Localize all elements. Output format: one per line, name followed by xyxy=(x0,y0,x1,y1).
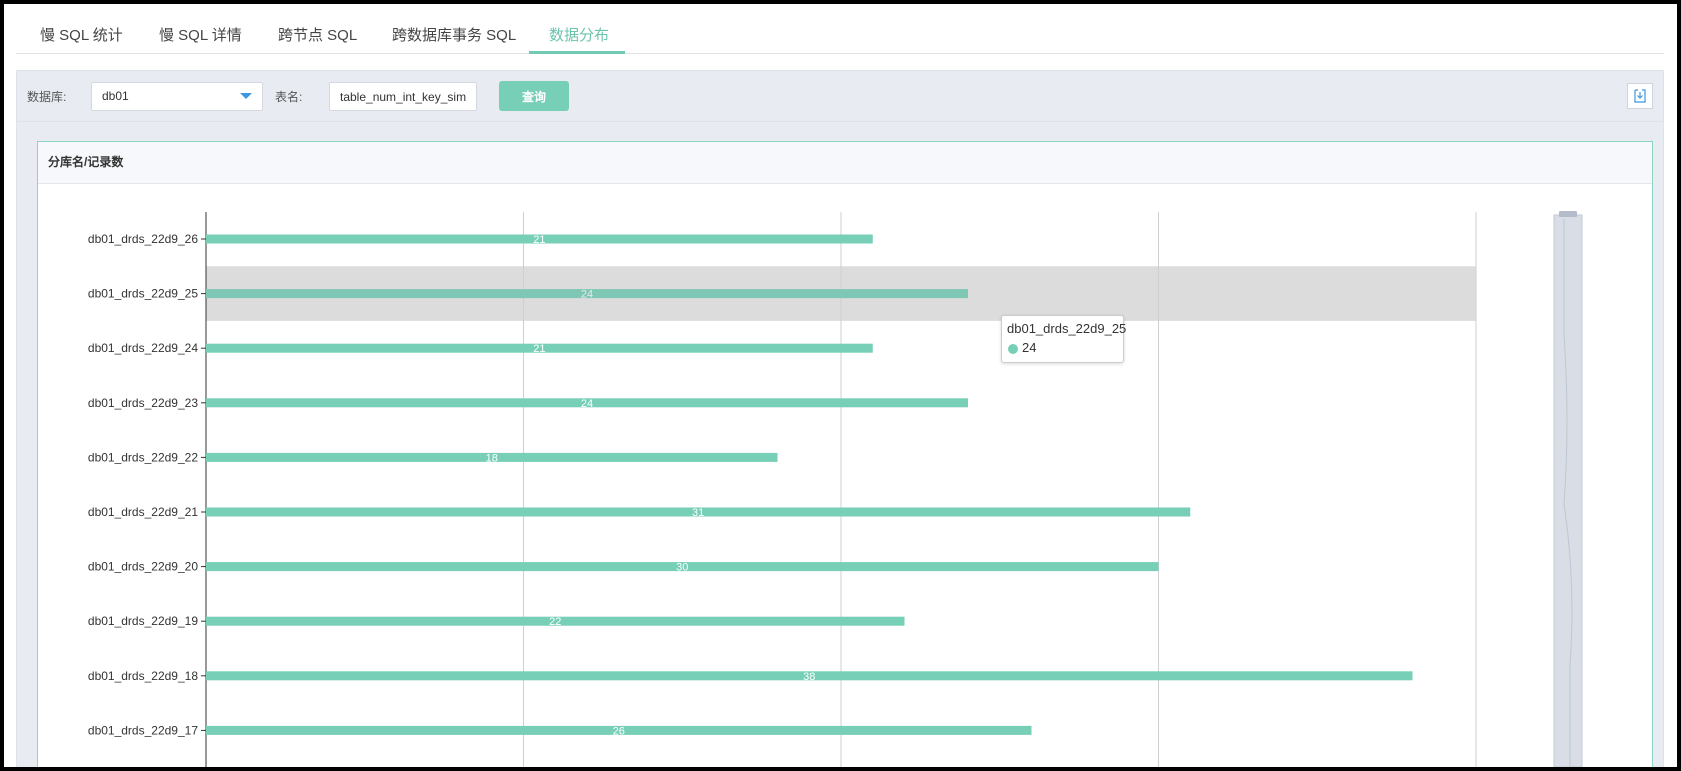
bar xyxy=(206,562,1159,572)
active-tab-indicator xyxy=(529,51,625,54)
bar xyxy=(206,398,968,408)
query-toolbar: 数据库: db01 表名: 查询 xyxy=(16,70,1664,122)
bar-value-label: 21 xyxy=(533,234,545,246)
tab-data-distribution[interactable]: 数据分布 xyxy=(549,27,610,44)
table-name-label: 表名: xyxy=(275,90,303,104)
y-tick-label: db01_drds_22d9_17 xyxy=(88,723,198,737)
bar xyxy=(206,671,1413,681)
bar xyxy=(206,289,968,299)
tooltip-title: db01_drds_22d9_25 xyxy=(1007,321,1127,336)
chevron-down-icon xyxy=(240,93,252,99)
y-tick-label: db01_drds_22d9_24 xyxy=(88,341,198,355)
tooltip-value: 24 xyxy=(1022,340,1037,355)
y-tick-label: db01_drds_22d9_26 xyxy=(88,232,198,246)
bar-value-label: 21 xyxy=(533,343,545,355)
bar-value-label: 18 xyxy=(486,452,498,464)
bar xyxy=(206,452,778,462)
bar-value-label: 24 xyxy=(581,289,593,301)
chart-tooltip: db01_drds_22d9_25 24 xyxy=(1001,315,1127,363)
database-select-value: db01 xyxy=(102,89,129,103)
y-tick-label: db01_drds_22d9_21 xyxy=(88,505,198,519)
database-label: 数据库: xyxy=(27,90,67,104)
y-tick-label: db01_drds_22d9_18 xyxy=(88,669,198,683)
y-tick-label: db01_drds_22d9_19 xyxy=(88,614,198,628)
table-name-input[interactable] xyxy=(329,82,477,111)
bar xyxy=(206,616,905,626)
tab-bar: 慢 SQL 统计 慢 SQL 详情 跨节点 SQL 跨数据库事务 SQL 数据分… xyxy=(16,4,1664,54)
bar-value-label: 30 xyxy=(676,562,688,574)
y-tick-label: db01_drds_22d9_25 xyxy=(88,287,198,301)
export-button[interactable] xyxy=(1627,83,1653,109)
bar-value-label: 24 xyxy=(581,398,593,410)
zoom-slider-track xyxy=(1553,214,1583,767)
tab-cross-db-transaction-sql[interactable]: 跨数据库事务 SQL xyxy=(392,27,517,44)
panel-header: 分库名/记录数 xyxy=(38,142,1652,184)
bar xyxy=(206,507,1191,517)
bar xyxy=(206,725,1032,735)
app-window: 慢 SQL 统计 慢 SQL 详情 跨节点 SQL 跨数据库事务 SQL 数据分… xyxy=(4,4,1677,767)
y-tick-label: db01_drds_22d9_22 xyxy=(88,450,198,464)
bar-value-label: 31 xyxy=(692,507,704,519)
zoom-slider-shadow xyxy=(1563,219,1573,767)
tab-cross-node-sql[interactable]: 跨节点 SQL xyxy=(278,27,358,44)
series-dot-icon xyxy=(1008,344,1018,354)
bar xyxy=(206,234,873,244)
zoom-slider-handle xyxy=(1559,211,1577,217)
panel-title: 分库名/记录数 xyxy=(48,155,124,169)
download-icon xyxy=(1634,89,1646,103)
bar-value-label: 26 xyxy=(613,725,625,737)
y-tick-label: db01_drds_22d9_23 xyxy=(88,396,198,410)
bar-value-label: 22 xyxy=(549,616,561,628)
tab-slow-sql-stats[interactable]: 慢 SQL 统计 xyxy=(40,27,123,44)
y-tick-label: db01_drds_22d9_20 xyxy=(88,560,198,574)
tab-slow-sql-detail[interactable]: 慢 SQL 详情 xyxy=(159,27,242,44)
bar-value-label: 38 xyxy=(803,671,815,683)
database-select[interactable]: db01 xyxy=(91,82,263,111)
bar xyxy=(206,343,873,353)
query-button[interactable]: 查询 xyxy=(499,81,569,111)
